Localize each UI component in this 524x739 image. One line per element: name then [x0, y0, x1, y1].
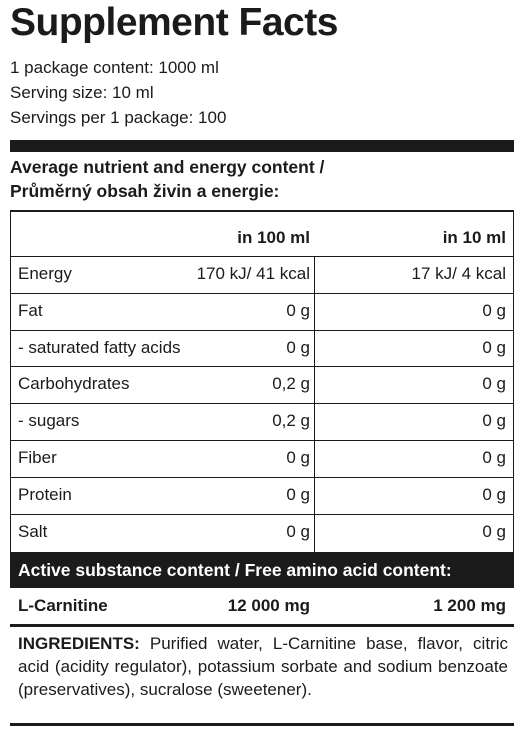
row-name: Fat [18, 301, 43, 320]
row-per100: 0 g [286, 338, 310, 357]
active-substance-heading: Active substance content / Free amino ac… [10, 552, 514, 588]
row-per100: 0,2 g [272, 411, 310, 430]
row-per100: 0 g [286, 301, 310, 320]
row-name: Energy [18, 264, 72, 283]
package-content: 1 package content: 1000 ml [10, 58, 219, 77]
table-top-border [10, 210, 514, 212]
active-substance-row: L-Carnitine 12 000 mg 1 200 mg [10, 588, 514, 624]
active-row-per100: 12 000 mg [227, 596, 310, 615]
average-heading-line1: Average nutrient and energy content / [10, 157, 325, 177]
row-divider [10, 440, 514, 441]
row-per10: 0 g [482, 411, 506, 430]
average-heading: Average nutrient and energy content / Pr… [10, 155, 324, 203]
row-divider [10, 477, 514, 478]
row-divider [10, 514, 514, 515]
active-substance-heading-text: Active substance content / Free amino ac… [18, 560, 452, 580]
table-right-border [513, 210, 514, 552]
row-name: - saturated fatty acids [18, 338, 181, 357]
servings-per-package: Servings per 1 package: 100 [10, 108, 227, 127]
row-per10: 0 g [482, 374, 506, 393]
row-per10: 17 kJ/ 4 kcal [411, 264, 507, 283]
table-row: Energy 170 kJ/ 41 kcal 17 kJ/ 4 kcal [10, 256, 514, 292]
row-per100: 0 g [286, 522, 310, 541]
supplement-facts-label: Supplement Facts 1 package content: 1000… [10, 0, 514, 726]
row-name: Fiber [18, 448, 57, 467]
row-name: Protein [18, 485, 72, 504]
active-row-name: L-Carnitine [18, 596, 108, 615]
table-row: Salt 0 g 0 g [10, 514, 514, 550]
row-per10: 0 g [482, 301, 506, 320]
top-thick-divider [10, 140, 514, 152]
row-divider [10, 366, 514, 367]
ingredients-block: INGREDIENTS: Purified water, L-Carnitine… [18, 632, 508, 701]
table-row: Fiber 0 g 0 g [10, 440, 514, 476]
ingredients-divider [10, 624, 514, 627]
ingredients-label: INGREDIENTS: [18, 634, 140, 653]
row-name: Salt [18, 522, 48, 541]
table-row: Carbohydrates 0,2 g 0 g [10, 366, 514, 402]
label-title: Supplement Facts [10, 1, 338, 44]
serving-size: Serving size: 10 ml [10, 83, 154, 102]
row-per100: 0,2 g [272, 374, 310, 393]
row-per10: 0 g [482, 522, 506, 541]
row-divider [10, 256, 514, 257]
header-col-per10: in 10 ml [442, 228, 506, 247]
row-name: - sugars [18, 411, 80, 430]
column-divider [314, 256, 315, 552]
average-heading-line2: Průměrný obsah živin a energie: [10, 181, 280, 201]
row-per10: 0 g [482, 448, 506, 467]
row-divider [10, 330, 514, 331]
row-per100: 0 g [286, 485, 310, 504]
row-per10: 0 g [482, 485, 506, 504]
ingredients-text: Purified water, L-Carnitine base, flavor… [18, 634, 508, 699]
row-per100: 0 g [286, 448, 310, 467]
header-col-per100: in 100 ml [237, 228, 310, 247]
table-row: Fat 0 g 0 g [10, 293, 514, 329]
row-divider [10, 403, 514, 404]
row-per10: 0 g [482, 338, 506, 357]
table-left-border [10, 210, 11, 552]
row-name: Carbohydrates [18, 374, 130, 393]
table-row: Protein 0 g 0 g [10, 477, 514, 513]
row-per100: 170 kJ/ 41 kcal [196, 264, 310, 283]
table-header-row: in 100 ml in 10 ml [10, 220, 514, 256]
table-row: - saturated fatty acids 0 g 0 g [10, 330, 514, 366]
table-row: - sugars 0,2 g 0 g [10, 403, 514, 439]
row-divider [10, 293, 514, 294]
active-row-per10: 1 200 mg [433, 596, 506, 615]
